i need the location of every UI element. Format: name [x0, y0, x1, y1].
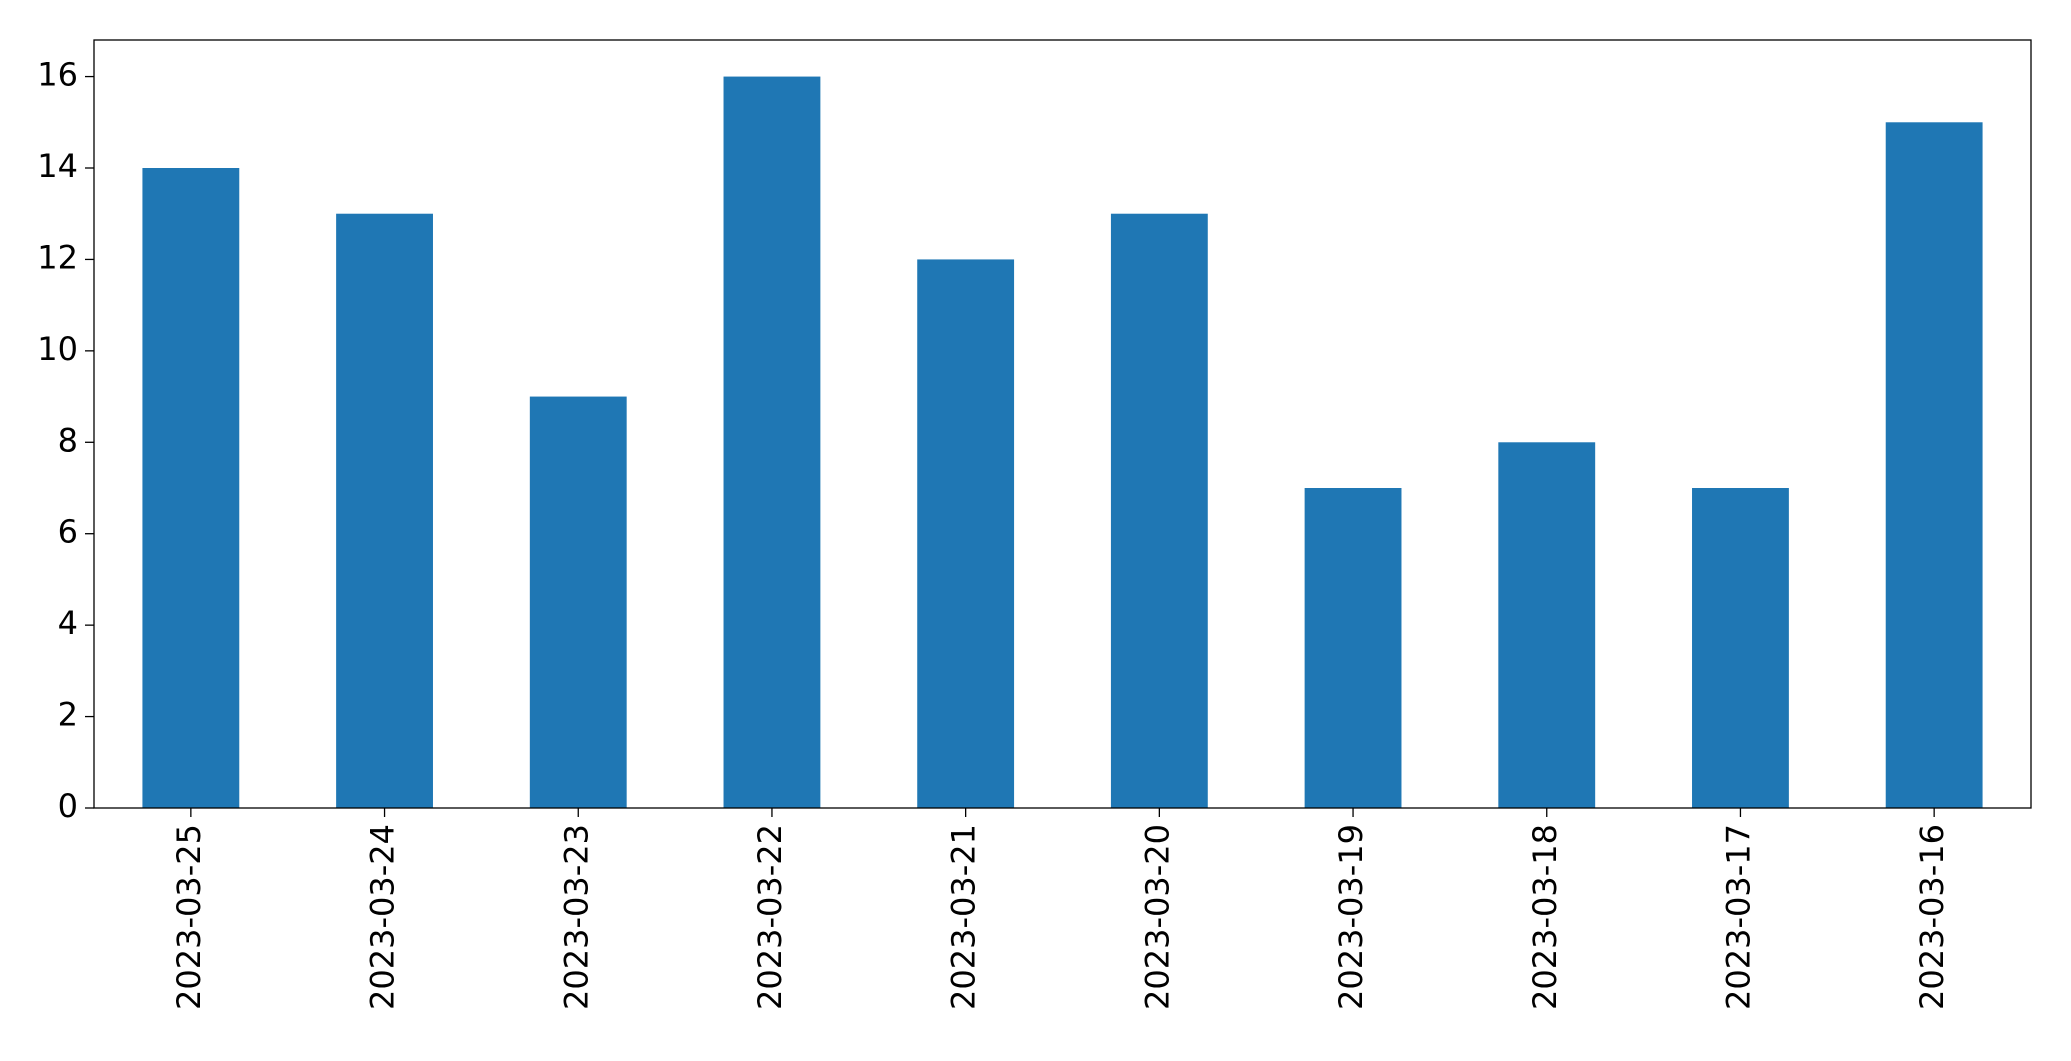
x-tick-label: 2023-03-22	[751, 824, 789, 1010]
bar	[336, 213, 433, 808]
bar	[1692, 488, 1789, 808]
y-tick-label: 0	[58, 787, 78, 825]
bar	[142, 168, 240, 808]
y-tick-label: 2	[58, 696, 78, 734]
x-tick-label: 2023-03-21	[945, 824, 983, 1010]
x-tick-label: 2023-03-25	[170, 824, 208, 1010]
bar	[1110, 213, 1208, 808]
bar	[917, 259, 1015, 808]
bar	[1304, 488, 1402, 808]
y-tick-label: 14	[37, 147, 78, 185]
bar	[1885, 122, 1983, 809]
bar	[529, 396, 627, 808]
bar	[723, 76, 821, 809]
y-tick-label: 4	[58, 604, 78, 642]
y-tick-label: 10	[37, 330, 78, 368]
y-tick-label: 8	[58, 421, 78, 459]
y-tick-label: 6	[58, 513, 78, 551]
y-tick-label: 12	[37, 238, 78, 276]
y-tick-label: 16	[37, 56, 78, 94]
bar	[1498, 442, 1596, 808]
x-tick-label: 2023-03-16	[1913, 824, 1951, 1010]
x-tick-label: 2023-03-17	[1719, 824, 1757, 1010]
x-tick-label: 2023-03-19	[1332, 824, 1370, 1010]
x-tick-label: 2023-03-20	[1138, 824, 1176, 1010]
x-tick-label: 2023-03-24	[364, 824, 402, 1010]
x-tick-label: 2023-03-18	[1526, 824, 1564, 1010]
x-tick-label: 2023-03-23	[557, 824, 595, 1010]
plot-frame	[93, 39, 2032, 809]
